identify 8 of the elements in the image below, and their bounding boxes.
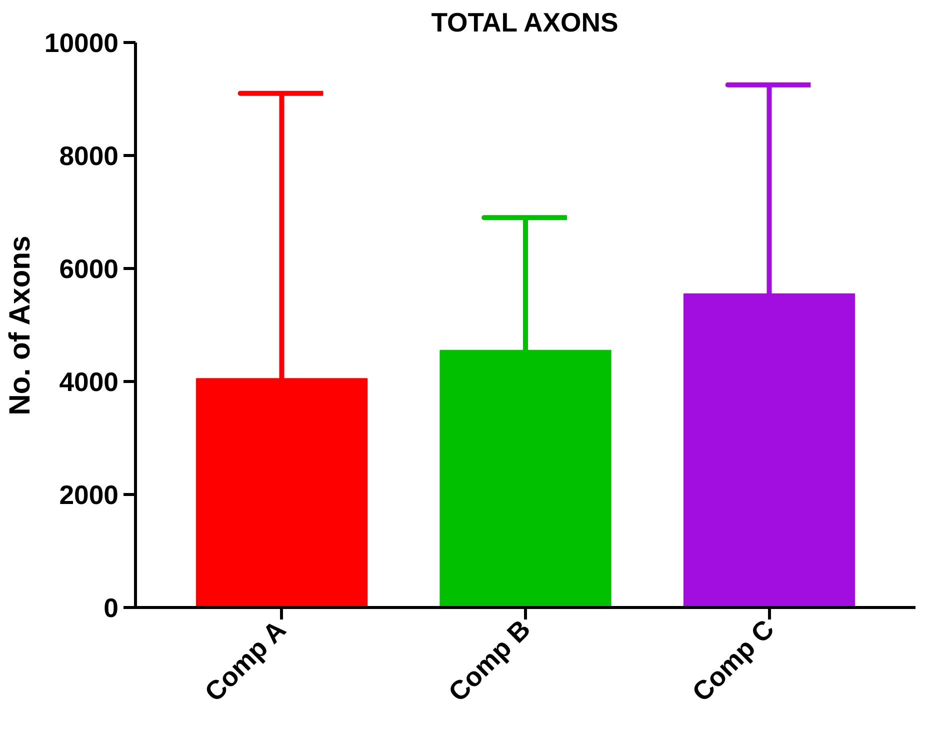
- y-tick-label: 10000: [44, 28, 118, 58]
- y-tick-label: 0: [104, 593, 119, 623]
- y-tick-label: 2000: [59, 480, 119, 510]
- y-tick-label: 6000: [59, 254, 119, 284]
- y-tick-label: 8000: [59, 141, 119, 171]
- chart-title: TOTAL AXONS: [431, 8, 618, 38]
- y-tick-label: 4000: [59, 367, 119, 397]
- y-axis-title: No. of Axons: [3, 236, 36, 416]
